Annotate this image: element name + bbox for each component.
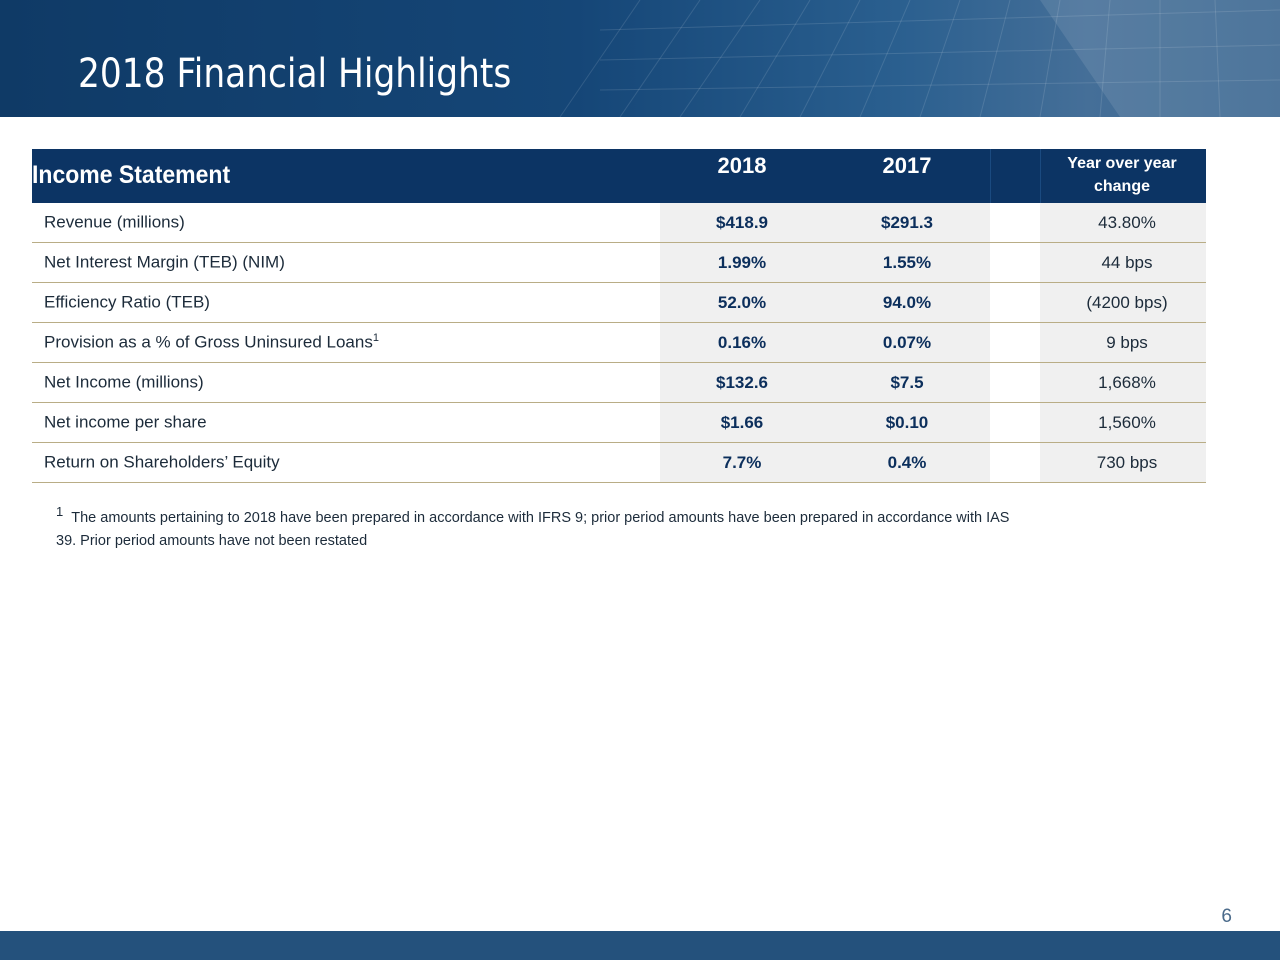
row-label: Net Income (millions) bbox=[44, 372, 204, 393]
value-2017: 1.55% bbox=[882, 253, 932, 272]
value-yoy-change: 44 bps bbox=[1101, 253, 1153, 272]
value-yoy-change: 730 bps bbox=[1096, 453, 1158, 472]
column-header-2017: 2017 bbox=[882, 153, 932, 178]
row-label-text: Revenue (millions) bbox=[44, 212, 185, 232]
header-divider bbox=[1040, 149, 1041, 203]
table-header: Income Statement 2018 2017 Year over yea… bbox=[32, 149, 1206, 203]
value-yoy-change: 9 bps bbox=[1106, 333, 1148, 352]
table-row: Provision as a % of Gross Uninsured Loan… bbox=[32, 323, 1206, 363]
value-cell-bg bbox=[660, 323, 990, 362]
row-label: Return on Shareholders’ Equity bbox=[44, 452, 280, 473]
value-yoy-change: 1,668% bbox=[1098, 373, 1156, 392]
footnote-mark: 1 bbox=[56, 504, 64, 519]
row-label: Net Interest Margin (TEB) (NIM) bbox=[44, 252, 285, 273]
column-header-yoy: Year over year change bbox=[1067, 155, 1177, 195]
row-label: Revenue (millions) bbox=[44, 212, 185, 233]
yoy-cell-bg bbox=[1040, 403, 1206, 442]
value-cell-bg bbox=[660, 243, 990, 282]
value-2018: 52.0% bbox=[717, 293, 767, 312]
value-2017: $291.3 bbox=[881, 213, 933, 232]
value-2018: $1.66 bbox=[720, 413, 764, 432]
value-cell-bg bbox=[660, 403, 990, 442]
value-2018: 0.16% bbox=[717, 333, 767, 352]
table-body: Revenue (millions) $418.9 $291.3 43.80% Net … bbox=[32, 203, 1206, 483]
value-2018: $418.9 bbox=[716, 213, 768, 232]
footnote-text: The amounts pertaining to 2018 have been… bbox=[56, 510, 1010, 549]
header-banner: 2018 Financial Highlights bbox=[0, 0, 1280, 117]
building-graphic bbox=[559, 0, 1280, 117]
value-2017: $7.5 bbox=[890, 373, 924, 392]
yoy-cell-bg bbox=[1040, 363, 1206, 402]
row-label-text: Efficiency Ratio (TEB) bbox=[44, 292, 210, 312]
yoy-cell-bg bbox=[1040, 323, 1206, 362]
table-row: Return on Shareholders’ Equity 7.7% 0.4% 73… bbox=[32, 443, 1206, 483]
table-row: Revenue (millions) $418.9 $291.3 43.80% bbox=[32, 203, 1206, 243]
yoy-cell-bg bbox=[1040, 243, 1206, 282]
table-row: Net income per share $1.66 $0.10 1,560% bbox=[32, 403, 1206, 443]
table-title: Income Statement bbox=[32, 161, 231, 189]
value-cell-bg bbox=[660, 283, 990, 322]
row-label-text: Net Income (millions) bbox=[44, 372, 204, 392]
row-label-text: Net income per share bbox=[44, 412, 207, 432]
row-label: Net income per share bbox=[44, 412, 207, 433]
footer-bar bbox=[0, 931, 1280, 960]
value-2018: 1.99% bbox=[717, 253, 767, 272]
column-header-2018: 2018 bbox=[717, 153, 767, 178]
table-row: Efficiency Ratio (TEB) 52.0% 94.0% (4200 bp… bbox=[32, 283, 1206, 323]
value-2017: 0.4% bbox=[887, 453, 927, 472]
value-cell-bg bbox=[660, 363, 990, 402]
page-number: 6 bbox=[1221, 906, 1232, 927]
row-label: Provision as a % of Gross Uninsured Loan… bbox=[44, 332, 379, 353]
yoy-cell-bg bbox=[1040, 443, 1206, 482]
value-2017: $0.10 bbox=[885, 413, 929, 432]
yoy-cell-bg bbox=[1040, 203, 1206, 242]
footnote: 1 The amounts pertaining to 2018 have bee… bbox=[56, 500, 1016, 553]
value-2018: 7.7% bbox=[722, 453, 762, 472]
row-label-text: Provision as a % of Gross Uninsured Loan… bbox=[44, 332, 373, 352]
row-label: Efficiency Ratio (TEB) bbox=[44, 292, 210, 313]
header-divider bbox=[990, 149, 991, 203]
income-statement-table: Income Statement 2018 2017 Year over yea… bbox=[32, 149, 1206, 483]
value-cell-bg bbox=[660, 443, 990, 482]
value-yoy-change: 43.80% bbox=[1098, 213, 1156, 232]
value-2017: 94.0% bbox=[882, 293, 932, 312]
yoy-cell-bg bbox=[1040, 283, 1206, 322]
table-row: Net Interest Margin (TEB) (NIM) 1.99% 1.55… bbox=[32, 243, 1206, 283]
value-cell-bg bbox=[660, 203, 990, 242]
table-row: Net Income (millions) $132.6 $7.5 1,668% bbox=[32, 363, 1206, 403]
value-2018: $132.6 bbox=[716, 373, 768, 392]
page-title: 2018 Financial Highlights bbox=[78, 51, 512, 97]
row-label-text: Net Interest Margin (TEB) (NIM) bbox=[44, 252, 285, 272]
value-2017: 0.07% bbox=[882, 333, 932, 352]
footnote-ref: 1 bbox=[372, 332, 379, 344]
row-label-text: Return on Shareholders’ Equity bbox=[44, 452, 280, 472]
value-yoy-change: (4200 bps) bbox=[1086, 293, 1168, 312]
value-yoy-change: 1,560% bbox=[1098, 413, 1156, 432]
